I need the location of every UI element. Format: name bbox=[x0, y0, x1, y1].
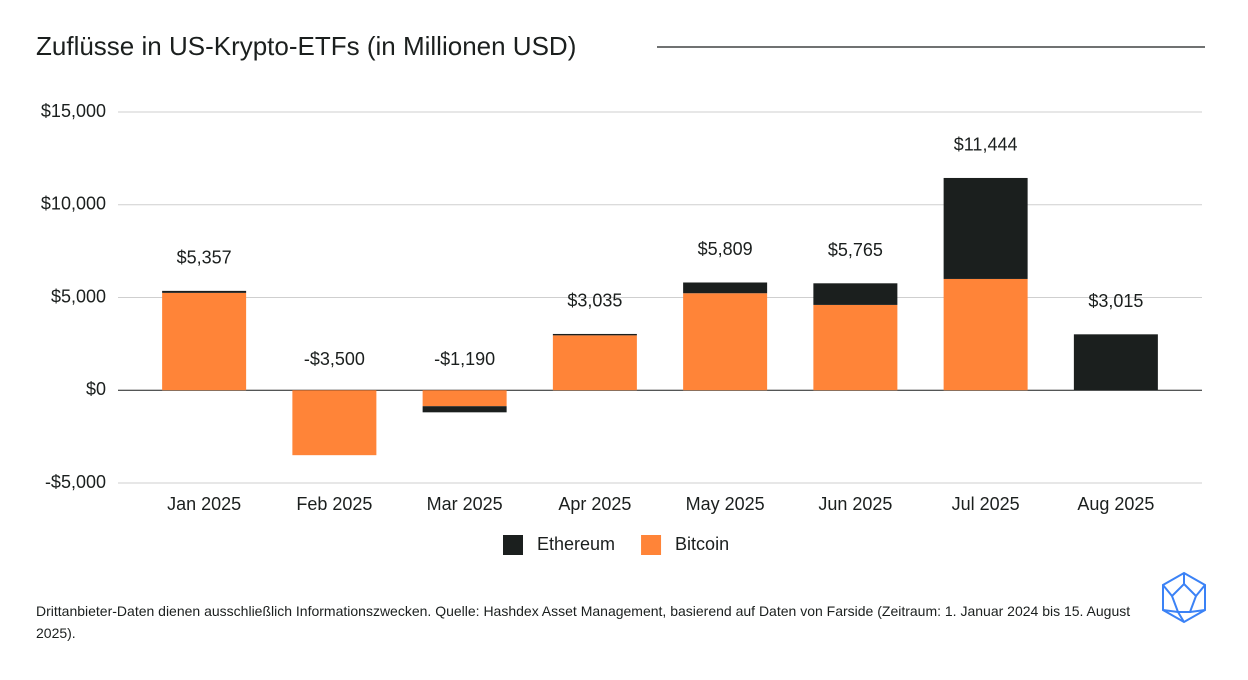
x-tick-label: Jan 2025 bbox=[167, 494, 241, 514]
bar-segment bbox=[292, 390, 377, 456]
legend-swatch bbox=[503, 535, 523, 555]
legend-label: Bitcoin bbox=[675, 534, 729, 554]
bar-segment bbox=[1073, 334, 1158, 391]
bar-segment bbox=[683, 293, 768, 391]
x-tick-label: Aug 2025 bbox=[1077, 494, 1154, 514]
legend-label: Ethereum bbox=[537, 534, 615, 554]
x-tick-label: May 2025 bbox=[686, 494, 765, 514]
total-label: $5,765 bbox=[828, 240, 883, 260]
bar-segment bbox=[162, 292, 247, 391]
bar-segment bbox=[813, 283, 898, 305]
bar-segment bbox=[422, 390, 507, 407]
y-tick-label: $0 bbox=[86, 379, 106, 399]
bar-segment bbox=[943, 278, 1028, 391]
x-tick-label: Feb 2025 bbox=[296, 494, 372, 514]
logo bbox=[1162, 571, 1206, 624]
x-tick-label: Apr 2025 bbox=[558, 494, 631, 514]
total-label: -$1,190 bbox=[434, 349, 495, 369]
bar-segment bbox=[552, 333, 637, 336]
chart-title: Zuflüsse in US-Krypto-ETFs (in Millionen… bbox=[36, 31, 576, 61]
x-tick-label: Jul 2025 bbox=[952, 494, 1020, 514]
y-tick-label: -$5,000 bbox=[45, 472, 106, 492]
bar-segment bbox=[162, 290, 247, 293]
bar-segment bbox=[943, 177, 1028, 279]
x-tick-label: Mar 2025 bbox=[427, 494, 503, 514]
bar-segment bbox=[422, 406, 507, 413]
total-label: $11,444 bbox=[954, 135, 1018, 155]
total-label: $3,035 bbox=[567, 291, 622, 311]
bar-segment bbox=[683, 282, 768, 294]
bar-segment bbox=[813, 304, 898, 391]
total-label: $3,015 bbox=[1088, 291, 1143, 311]
total-label: $5,809 bbox=[698, 239, 753, 259]
legend-swatch bbox=[641, 535, 662, 555]
y-tick-label: $15,000 bbox=[41, 101, 106, 121]
x-tick-label: Jun 2025 bbox=[818, 494, 892, 514]
total-label: $5,357 bbox=[177, 248, 232, 268]
bar-segment bbox=[552, 335, 637, 391]
footnote: Drittanbieter-Daten dienen ausschließlic… bbox=[36, 603, 1131, 641]
total-label: -$3,500 bbox=[304, 349, 365, 369]
y-tick-label: $10,000 bbox=[41, 194, 106, 214]
y-tick-label: $5,000 bbox=[51, 286, 106, 306]
